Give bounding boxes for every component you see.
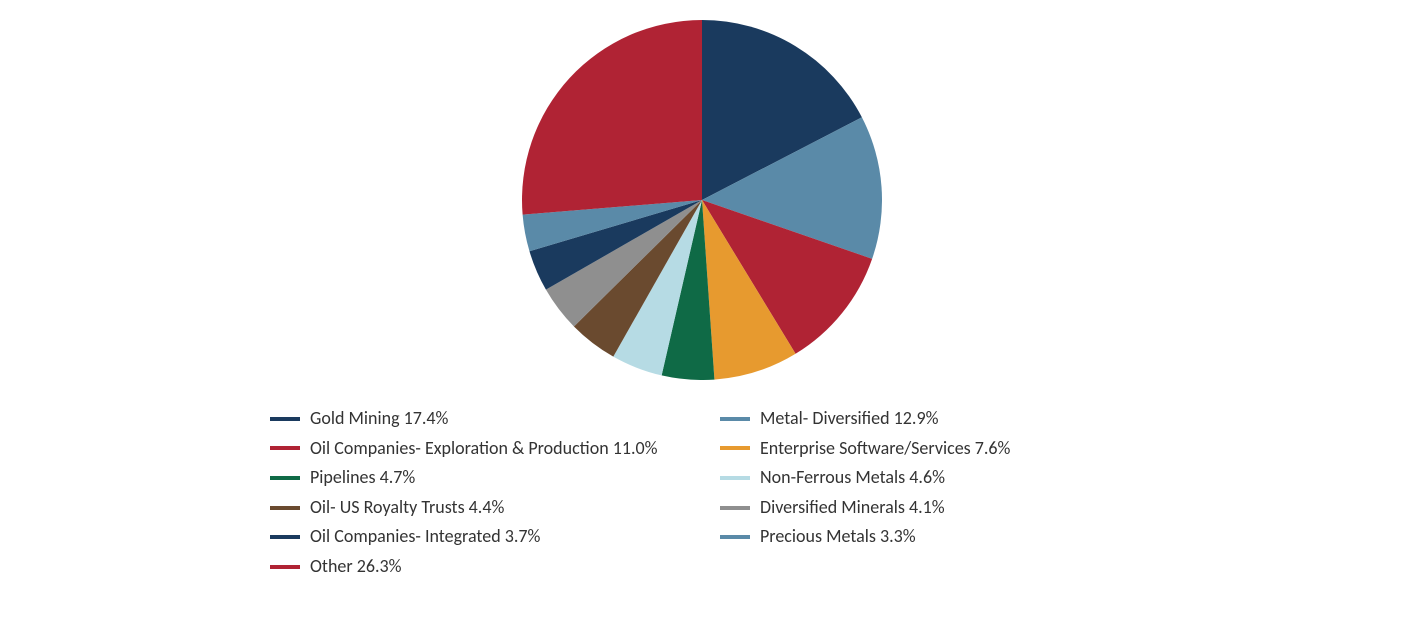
- pie-chart-container: Gold Mining 17.4% Metal- Diversified 12.9…: [0, 0, 1404, 624]
- legend-item: Oil Companies- Exploration & Production …: [270, 438, 720, 460]
- legend-item: Oil- US Royalty Trusts 4.4%: [270, 497, 720, 519]
- legend-swatch: [720, 446, 750, 450]
- legend-label: Enterprise Software/Services 7.6%: [760, 438, 1010, 460]
- legend-item: Metal- Diversified 12.9%: [720, 408, 1170, 430]
- legend-item: Pipelines 4.7%: [270, 467, 720, 489]
- legend-label: Metal- Diversified 12.9%: [760, 408, 938, 430]
- legend-item: Enterprise Software/Services 7.6%: [720, 438, 1170, 460]
- legend-swatch: [270, 417, 300, 421]
- legend-swatch: [270, 565, 300, 569]
- legend-item: Oil Companies- Integrated 3.7%: [270, 526, 720, 548]
- legend-swatch: [720, 506, 750, 510]
- legend-label: Oil Companies- Exploration & Production …: [310, 438, 658, 460]
- legend-label: Precious Metals 3.3%: [760, 526, 916, 548]
- pie-slice: [522, 20, 702, 215]
- legend-label: Oil Companies- Integrated 3.7%: [310, 526, 540, 548]
- legend-label: Oil- US Royalty Trusts 4.4%: [310, 497, 504, 519]
- legend-item: Precious Metals 3.3%: [720, 526, 1170, 548]
- legend-label: Diversified Minerals 4.1%: [760, 497, 945, 519]
- legend-swatch: [720, 535, 750, 539]
- legend-swatch: [270, 535, 300, 539]
- legend-swatch: [270, 446, 300, 450]
- legend-item: Other 26.3%: [270, 556, 720, 578]
- legend-swatch: [720, 476, 750, 480]
- legend-label: Non-Ferrous Metals 4.6%: [760, 467, 945, 489]
- pie-wrap: [0, 20, 1404, 380]
- legend-swatch: [270, 476, 300, 480]
- legend-item: Diversified Minerals 4.1%: [720, 497, 1170, 519]
- legend-swatch: [720, 417, 750, 421]
- legend-item: Gold Mining 17.4%: [270, 408, 720, 430]
- legend-label: Gold Mining 17.4%: [310, 408, 448, 430]
- legend-label: Other 26.3%: [310, 556, 402, 578]
- legend-swatch: [270, 506, 300, 510]
- pie-chart: [522, 20, 882, 380]
- legend: Gold Mining 17.4% Metal- Diversified 12.9…: [270, 408, 1170, 578]
- legend-label: Pipelines 4.7%: [310, 467, 415, 489]
- legend-item: Non-Ferrous Metals 4.6%: [720, 467, 1170, 489]
